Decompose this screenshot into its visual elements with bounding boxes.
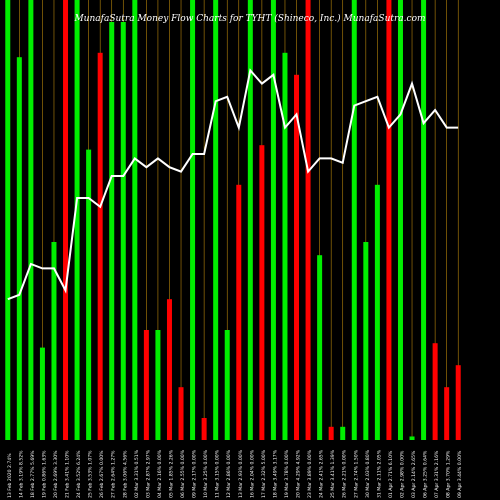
x-tick-label: 27 Mar 2.74% 1.50% xyxy=(353,449,359,498)
bar-mark xyxy=(213,0,219,440)
bar-mark xyxy=(16,57,22,440)
x-tick-label: 26 Feb 2.67% 0.00% xyxy=(99,450,105,498)
x-tick-label: 24 Mar 2.41% 2.65% xyxy=(319,449,325,498)
x-tick-label: 26 Mar 2.21% 0.00% xyxy=(342,449,348,498)
bar-mark xyxy=(201,418,207,440)
bar-mark xyxy=(444,387,450,440)
bar-mark xyxy=(190,0,196,440)
bar-mark xyxy=(109,22,115,440)
bar-mark xyxy=(294,74,300,441)
bar-mark xyxy=(97,52,103,441)
bar-mark xyxy=(351,0,357,440)
bar-mark xyxy=(143,330,149,440)
x-tick-label: 09 Apr 3.44% 0.00% xyxy=(457,450,463,498)
bar-mark xyxy=(259,145,265,440)
bar-mark xyxy=(39,347,45,440)
bar-mark xyxy=(340,426,346,440)
x-tick-label: 08 Apr 3.70% 1.29% xyxy=(446,450,452,498)
bar-mark xyxy=(74,0,80,440)
x-tick-label: 13 Mar 2.93% 0.00% xyxy=(238,449,244,498)
bar-mark xyxy=(305,0,311,440)
bar-mark xyxy=(455,365,461,440)
x-tick-label: 27 Feb 2.64% 1.27% xyxy=(111,450,117,498)
bar-mark xyxy=(409,436,415,440)
bar-mark xyxy=(86,149,92,440)
bar-mark xyxy=(51,242,57,440)
x-tick-label: 19 Mar 3.78% 0.00% xyxy=(284,449,290,498)
bar-mark xyxy=(120,22,126,440)
bar-mark xyxy=(432,343,438,440)
bar-mark xyxy=(178,387,184,440)
bar-mark xyxy=(155,330,161,440)
x-tick-label: 06 Mar 2.55% 0.00% xyxy=(180,449,186,498)
bar-mark xyxy=(421,0,427,440)
bar-mark xyxy=(63,0,69,440)
x-tick-label: 09 Mar 2.17% 0.00% xyxy=(192,449,198,498)
bar-mark xyxy=(247,0,253,440)
x-tick-label: 21 Feb 3.41% 1.10% xyxy=(65,450,71,498)
x-tick-label: 10 Mar 3.25% 0.00% xyxy=(203,449,209,498)
x-tick-label: 03 Mar 2.87% 2.97% xyxy=(145,449,151,498)
bar-mark xyxy=(328,426,334,440)
bar-mark xyxy=(132,0,138,440)
money-flow-line xyxy=(7,68,459,301)
x-tick-label: 02 Apr 2.98% 0.00% xyxy=(399,450,405,498)
x-tick-label: 18 Feb 2.77% 5.69% xyxy=(30,450,36,498)
x-tick-label: 16 Mar 2.04% 0.00% xyxy=(249,449,255,498)
bar-mark xyxy=(5,0,11,440)
x-tick-label: 14 Feb 3.19% 8.52% xyxy=(18,450,24,498)
x-tick-label: 18 Mar 3.49% 3.17% xyxy=(272,449,278,498)
bar-mark xyxy=(317,255,323,440)
x-tick-label: 25 Mar 3.41% 1.39% xyxy=(330,449,336,498)
x-tick-label: 20 Feb 2.69% 3.30% xyxy=(53,450,59,498)
x-tick-label: 07 Apr 3.31% 2.16% xyxy=(434,450,440,498)
x-tick-label: 30 Mar 2.03% 0.80% xyxy=(365,449,371,498)
x-tick-label: 24 Feb 3.52% 6.24% xyxy=(76,450,82,498)
bar-mark xyxy=(363,242,369,440)
x-tick-label: 13 Feb 2020 2.74% xyxy=(7,453,13,498)
x-tick-label: 17 Mar 2.32% 5.00% xyxy=(261,449,267,498)
x-tick-label: 05 Mar 1.85% 2.26% xyxy=(168,449,174,498)
bar-mark xyxy=(224,330,230,440)
x-tick-label: 23 Mar 3.89% 0.00% xyxy=(307,449,313,498)
bar-mark xyxy=(397,0,403,440)
x-tick-label: 20 Mar 4.29% 4.92% xyxy=(296,449,302,498)
x-tick-label: 19 Feb 0.86% 1.63% xyxy=(41,450,47,498)
bar-mark xyxy=(236,184,242,440)
x-tick-label: 02 Mar 3.31% 0.51% xyxy=(134,449,140,498)
x-tick-label: 01 Apr 2.71% 6.10% xyxy=(388,450,394,498)
bar-mark xyxy=(166,299,172,440)
x-tick-label: 06 Apr 3.25% 0.64% xyxy=(423,450,429,498)
x-tick-label: 12 Mar 2.86% 0.00% xyxy=(226,449,232,498)
x-tick-label: 28 Feb 3.06% 4.56% xyxy=(122,450,128,498)
bar-series xyxy=(5,0,461,441)
x-tick-label: 31 Mar 2.11% 2.05% xyxy=(376,449,382,498)
x-tick-label: 04 Mar 2.16% 0.00% xyxy=(157,449,163,498)
x-tick-label: 03 Apr 2.14% 2.65% xyxy=(411,450,417,498)
x-tick-label: 25 Feb 3.53% 1.07% xyxy=(88,450,94,498)
chart-title: MunafaSutra Money Flow Charts for TYHT (… xyxy=(73,13,425,24)
bar-mark xyxy=(270,0,276,440)
bar-mark xyxy=(28,0,34,440)
bar-mark xyxy=(386,0,392,440)
bar-mark xyxy=(374,184,380,440)
x-axis-labels: 13 Feb 2020 2.74% 14 Feb 3.19% 8.52% 18 Fe… xyxy=(7,449,463,498)
bar-mark xyxy=(282,52,288,441)
x-tick-label: 11 Mar 3.15% 0.00% xyxy=(215,449,221,498)
